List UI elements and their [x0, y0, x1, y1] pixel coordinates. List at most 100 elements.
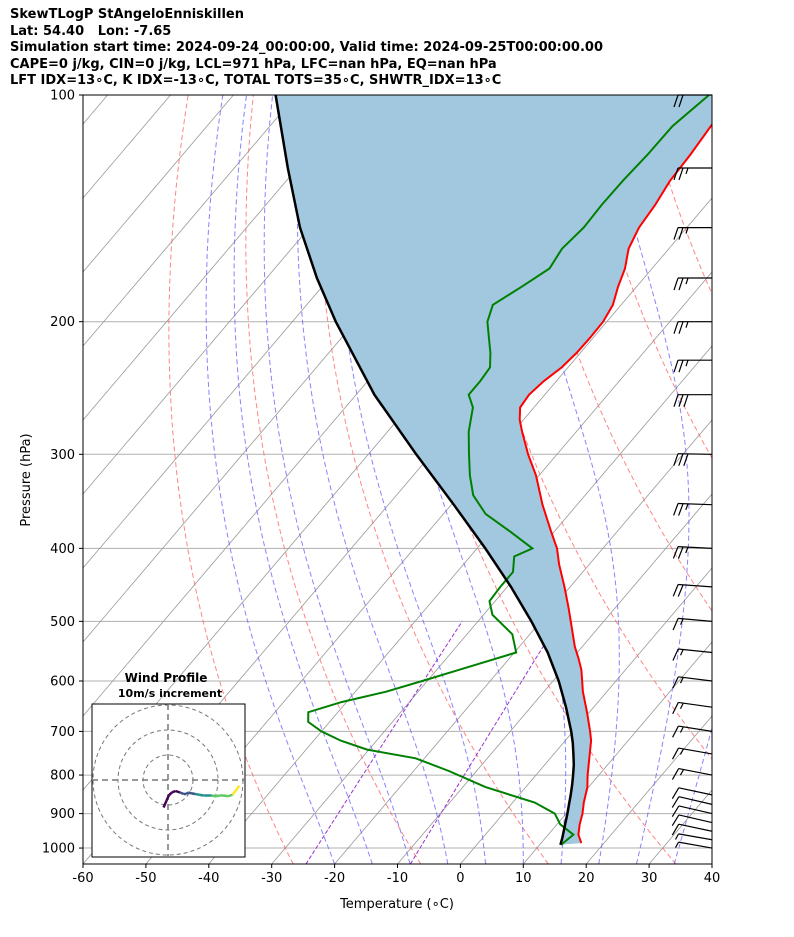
parcel-line [274, 95, 576, 846]
wind-barb [671, 796, 713, 808]
barb-flag [673, 277, 679, 291]
wind-barb [673, 277, 712, 291]
barb-flag [673, 321, 679, 334]
profile-lines [274, 95, 712, 846]
barb-staff [677, 453, 713, 455]
dry-adiabat-line [316, 95, 549, 864]
wind-barb [671, 787, 713, 800]
temperature-line [518, 122, 712, 844]
wind-barb [671, 747, 713, 760]
hodograph-segment [162, 800, 168, 809]
dry-adiabat-line [245, 95, 422, 864]
barb-flag [673, 227, 679, 240]
wind-barb [673, 227, 712, 240]
isotherm-line [83, 95, 297, 347]
wind-barb [672, 648, 713, 661]
x-tick-label: -10 [387, 871, 408, 886]
x-tick-label: 30 [641, 871, 658, 886]
y-tick-label: 500 [50, 615, 75, 630]
dry-adiabat-line [383, 95, 677, 864]
axes: -60 -50 -40 -30 -20 -10 0 10 20 30 40 1000 900 800 700… [42, 89, 720, 887]
barb-flag [671, 768, 680, 780]
barb-half-flag [679, 702, 684, 710]
moist-adiabat-line [673, 726, 712, 864]
x-tick-label: 40 [704, 871, 721, 886]
y-tick-label: 700 [50, 725, 75, 740]
barb-flag [672, 618, 679, 631]
y-axis-label: Pressure (hPa) [19, 433, 34, 526]
wind-barb [673, 453, 713, 467]
x-tick-label: 10 [515, 871, 532, 886]
hodograph-segment [175, 789, 181, 794]
isotherm-line [397, 493, 712, 864]
barb-flag [673, 503, 679, 516]
moist-adiabat-line [711, 862, 712, 864]
x-axis-label: Temperature (∘C) [339, 897, 454, 912]
dry-adiabat-line [643, 95, 712, 295]
barb-staff [678, 648, 713, 654]
barb-staff [678, 747, 713, 755]
isotherm-line [522, 641, 712, 864]
barb-flag [678, 227, 684, 240]
wind-barb [671, 767, 713, 780]
barb-flag [673, 394, 679, 407]
barb-flag [678, 360, 684, 373]
barb-flag [678, 453, 684, 466]
barb-staff [678, 725, 713, 732]
barb-half-flag [674, 833, 680, 840]
isotherm-line [460, 567, 712, 864]
dry-adiabat-line [168, 95, 294, 864]
barb-staff [678, 701, 713, 708]
hodograph-segment [187, 791, 192, 795]
cin-shading [275, 95, 712, 845]
wind-barb [673, 321, 712, 334]
barb-staff [678, 805, 713, 815]
barb-flag [683, 394, 689, 407]
barb-flag [678, 503, 684, 516]
barb-half-flag [680, 618, 684, 625]
hodograph-segment [171, 789, 176, 794]
barb-flag [678, 94, 684, 108]
barb-flag [672, 725, 679, 738]
barb-flag [683, 453, 689, 467]
x-tick-label: 20 [578, 871, 595, 886]
y-tick-label: 1000 [42, 842, 75, 857]
y-tick-label: 800 [50, 769, 75, 784]
barb-half-flag [685, 546, 689, 554]
mixing-ratio-line [305, 621, 463, 864]
dry-adiabat-line [775, 95, 794, 864]
y-tick-label: 600 [50, 674, 75, 689]
barb-flag [672, 584, 679, 597]
stability-parameters: CAPE=0 j/kg, CIN=0 j/kg, LCL=971 hPa, LF… [10, 56, 497, 72]
isotherm-line [271, 345, 712, 864]
hodograph-segment [236, 785, 241, 789]
barb-staff [678, 676, 713, 682]
isotherm-line [334, 419, 712, 864]
x-tick-label: -50 [135, 871, 156, 886]
barb-half-flag [685, 360, 689, 367]
x-tick-label: -30 [261, 871, 282, 886]
y-tick-label: 900 [50, 807, 75, 822]
hodograph-segment [215, 794, 220, 798]
hodograph-segment [165, 795, 170, 802]
wind-barb [673, 502, 713, 516]
wind-barb [674, 841, 713, 849]
barb-staff [678, 823, 713, 832]
hodograph-segment [231, 791, 236, 796]
barb-half-flag [679, 769, 685, 776]
barb-flag [678, 321, 684, 334]
barb-flag [671, 787, 680, 800]
barb-flag [672, 546, 679, 559]
hodograph-segment [223, 794, 229, 798]
barb-half-flag [679, 677, 684, 684]
wind-barb [673, 359, 712, 373]
hodograph-segment [191, 792, 196, 796]
barb-half-flag [685, 227, 689, 234]
wind-barb [673, 394, 712, 407]
wind-barb [671, 823, 713, 836]
wind-barb [671, 814, 713, 827]
barb-flag [673, 360, 679, 373]
barb-staff [678, 767, 713, 776]
dry-adiabat-line [578, 95, 712, 459]
